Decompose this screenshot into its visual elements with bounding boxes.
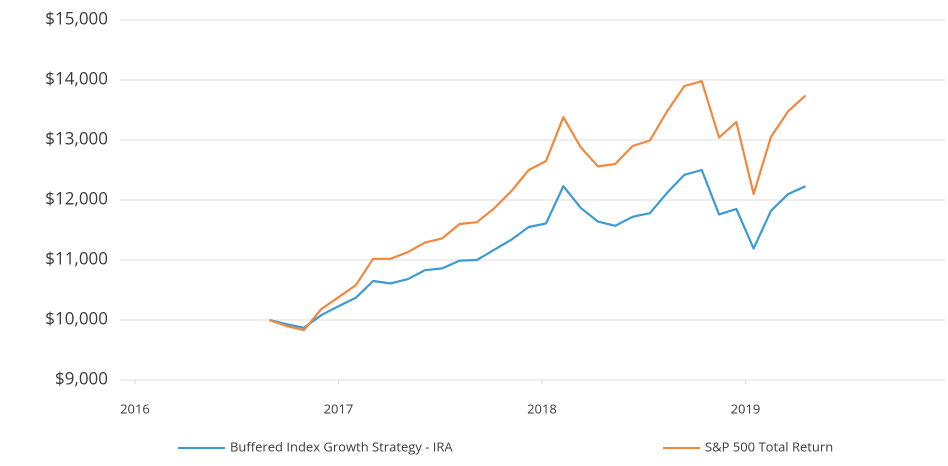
y-tick-label: $9,000 bbox=[55, 367, 108, 390]
y-tick-label: $12,000 bbox=[45, 187, 108, 210]
x-tick-label: 2019 bbox=[731, 399, 761, 417]
series-line bbox=[268, 80, 807, 332]
x-tick-label: 2017 bbox=[324, 399, 354, 417]
x-tick-label: 2018 bbox=[527, 399, 557, 417]
y-tick-label: $10,000 bbox=[45, 307, 108, 330]
series-line bbox=[269, 168, 806, 329]
legend-label: S&P 500 Total Return bbox=[705, 437, 833, 455]
y-tick-label: $15,000 bbox=[45, 7, 108, 30]
y-tick-label: $14,000 bbox=[45, 67, 108, 90]
y-tick-label: $13,000 bbox=[45, 127, 108, 150]
y-tick-label: $11,000 bbox=[45, 247, 108, 270]
x-tick-label: 2016 bbox=[120, 399, 150, 417]
legend-label: Buffered Index Growth Strategy - IRA bbox=[230, 437, 453, 455]
